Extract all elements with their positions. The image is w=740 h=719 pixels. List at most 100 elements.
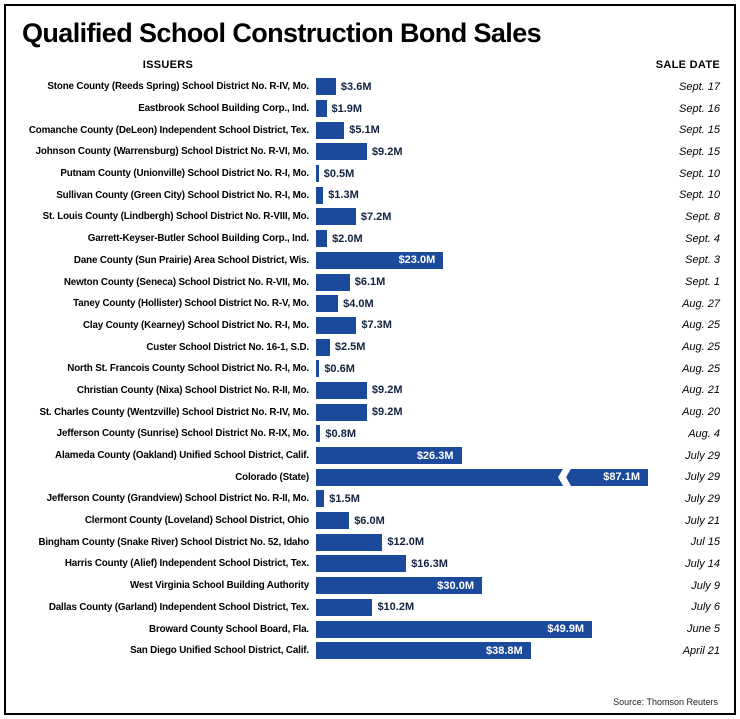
chart-row: St. Louis County (Lindbergh) School Dist… [20,206,720,228]
bar-area: $1.5M [316,490,648,508]
chart-row: Bingham County (Snake River) School Dist… [20,531,720,553]
bar-area: $30.0M [316,577,648,595]
value-label: $9.2M [371,406,403,419]
bar-area: $87.1M [316,466,648,488]
chart-row: Clermont County (Loveland) School Distri… [20,510,720,532]
bar-area: $38.8M [316,642,648,660]
issuer-label: Christian County (Nixa) School District … [76,384,309,396]
sale-date: Aug. 27 [682,297,720,310]
issuer-label: Clay County (Kearney) School District No… [82,319,309,331]
chart-row: Stone County (Reeds Spring) School Distr… [20,76,720,98]
sale-date: Sept. 4 [685,232,720,245]
chart-frame: Qualified School Construction Bond Sales… [4,4,736,715]
value-bar [316,598,373,616]
chart-row: Clay County (Kearney) School District No… [20,315,720,337]
value-label: $87.1M [603,471,640,484]
bar-area: $26.3M [316,447,648,465]
column-header-spacer [316,59,648,71]
bar-area: $0.8M [316,425,648,443]
sale-date: Sept. 17 [679,80,720,93]
bar-area: $2.5M [316,338,648,356]
axis-break-icon [558,466,572,488]
value-bar [316,316,357,334]
value-bar [316,490,325,508]
issuer-label: Sullivan County (Green City) School Dist… [56,189,309,201]
issuer-label: Harris County (Alief) Independent School… [64,558,309,570]
value-bar [316,555,407,573]
issuer-label: Jefferson County (Grandview) School Dist… [46,493,310,505]
issuer-label: St. Charles County (Wentzville) School D… [39,406,309,418]
chart-row: Eastbrook School Building Corp., Ind. $1.… [20,98,720,120]
value-label: $7.3M [361,319,392,332]
sale-date: July 9 [691,579,720,592]
value-label: $23.0M [398,254,436,267]
value-label: $38.8M [485,644,523,657]
value-label: $3.6M [340,80,372,93]
value-bar [316,186,324,204]
issuer-label: Custer School District No. 16-1, S.D. [146,341,309,353]
bar-area: $16.3M [316,555,648,573]
issuer-label: Johnson County (Warrensburg) School Dist… [35,146,310,158]
value-label: $6.0M [354,514,385,527]
value-bar [316,230,328,248]
value-bar [316,533,383,551]
chart-row: Christian County (Nixa) School District … [20,380,720,402]
sale-date: July 14 [685,557,720,570]
chart-row: North St. Francois County School Distric… [20,358,720,380]
chart-row: Harris County (Alief) Independent School… [20,553,720,575]
value-bar [316,273,350,291]
value-label: $5.1M [349,124,380,137]
bar-area: $9.2M [316,143,648,161]
sale-date: Aug. 21 [682,384,720,397]
value-bar [316,403,367,421]
value-bar [316,208,356,226]
chart-row: Broward County School Board, Fla. $49.9M J… [20,618,720,640]
sale-date: Aug. 25 [682,362,720,375]
chart-row: Colorado (State) $87.1M July 29 [20,466,720,488]
value-label: $1.5M [329,492,360,505]
bar-area: $10.2M [316,598,648,616]
bar-area: $2.0M [316,230,648,248]
sale-date: July 29 [685,449,720,462]
sale-date: Aug. 20 [682,406,720,419]
issuer-label: North St. Francois County School Distric… [67,363,309,375]
chart-row: Alameda County (Oakland) Unified School … [20,445,720,467]
value-label: $0.6M [324,362,355,375]
chart-row: Jefferson County (Grandview) School Dist… [20,488,720,510]
chart-row: Dane County (Sun Prairie) Area School Di… [20,250,720,272]
bar-area: $12.0M [316,533,648,551]
issuer-label: Taney County (Hollister) School District… [73,298,309,310]
chart-rows: Stone County (Reeds Spring) School Distr… [20,76,720,662]
sale-date: Sept. 3 [685,254,720,267]
sale-date: Aug. 25 [682,341,720,354]
value-label: $26.3M [416,449,454,462]
value-label: $10.2M [377,601,415,614]
value-label: $6.1M [354,276,386,289]
column-header-sale-date: SALE DATE [655,59,720,71]
value-bar: $38.8M [316,642,531,660]
bar-area: $9.2M [316,403,648,421]
value-label: $7.2M [360,210,392,223]
bar-area: $9.2M [316,381,648,399]
value-bar [316,295,339,313]
value-bar [316,512,350,530]
issuer-label: Putnam County (Unionville) School Distri… [60,168,309,180]
chart-title: Qualified School Construction Bond Sales [22,18,542,48]
sale-date: July 29 [685,492,720,505]
sale-date: July 29 [685,471,720,484]
chart-row: Sullivan County (Green City) School Dist… [20,184,720,206]
sale-date: Jul 15 [690,536,720,549]
bar-area: $23.0M [316,251,648,269]
value-bar: $87.1M [316,466,648,488]
value-label: $1.3M [328,189,359,202]
value-bar: $23.0M [316,251,444,269]
issuer-label: Dane County (Sun Prairie) Area School Di… [73,254,309,266]
sale-date: June 5 [686,623,720,636]
chart-row: Johnson County (Warrensburg) School Dist… [20,141,720,163]
column-header-issuers: ISSUERS [142,59,194,71]
chart-row: Garrett-Keyser-Butler School Building Co… [20,228,720,250]
issuer-label: Bingham County (Snake River) School Dist… [38,536,309,548]
column-headers: ISSUERS SALE DATE [20,59,720,71]
bar-area: $6.1M [316,273,648,291]
value-bar [316,360,320,378]
